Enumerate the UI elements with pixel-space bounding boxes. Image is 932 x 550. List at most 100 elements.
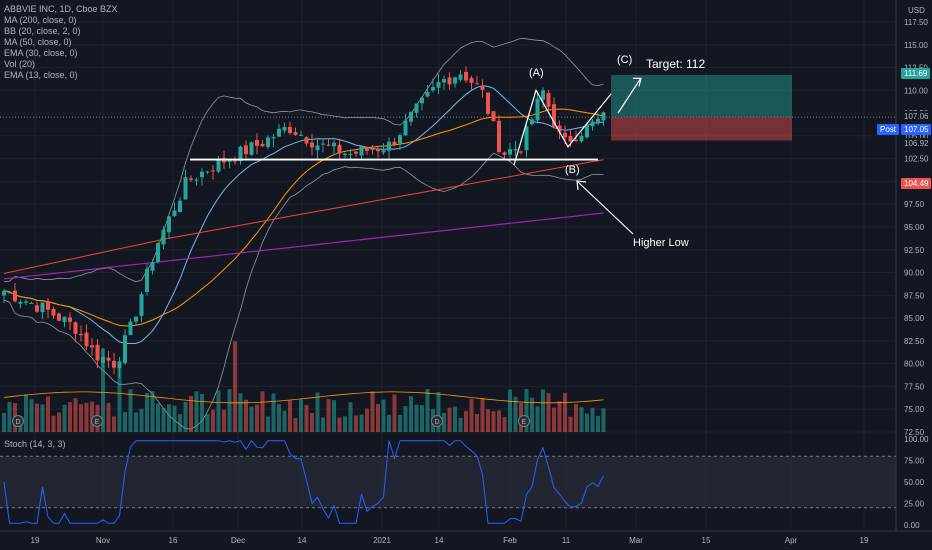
candle-body xyxy=(321,143,325,145)
volume-bar xyxy=(227,389,232,432)
stop-price-tag: 104.49 xyxy=(901,178,932,189)
candle-body xyxy=(68,317,72,322)
candle-body xyxy=(370,149,375,151)
volume-bar xyxy=(398,414,402,432)
candle-body xyxy=(469,78,474,83)
candle-body xyxy=(189,178,193,180)
candle-body xyxy=(238,146,243,162)
candle-body xyxy=(90,345,94,348)
candle-body xyxy=(497,120,501,153)
candle-body xyxy=(271,137,276,139)
wave-c-label[interactable]: (C) xyxy=(617,54,633,66)
time-tick-label: Nov xyxy=(96,536,110,545)
candle-body xyxy=(574,140,578,142)
price-tick-label: 92.50 xyxy=(904,246,925,255)
candle-body xyxy=(18,301,23,304)
candle-body xyxy=(409,111,413,122)
higher-low-label[interactable]: Higher Low xyxy=(633,237,689,249)
candle-body xyxy=(255,140,259,146)
ma50-line xyxy=(3,159,604,274)
wave-a-label[interactable]: (A) xyxy=(529,67,544,79)
candle-body xyxy=(139,294,144,316)
wave-b-label[interactable]: (B) xyxy=(565,164,580,176)
candle-body xyxy=(530,119,534,125)
candle-body xyxy=(354,151,358,154)
candle-body xyxy=(568,135,573,142)
event-marker-label: D xyxy=(15,419,20,426)
candle-body xyxy=(13,290,17,302)
candle-body xyxy=(447,77,452,85)
volume-bar xyxy=(2,412,6,432)
event-marker xyxy=(91,415,103,427)
indicator-ema30[interactable]: EMA (30, close, 0) xyxy=(4,48,78,58)
price-tick-label: 72.50 xyxy=(904,428,925,437)
volume-bar xyxy=(601,408,606,432)
candle-body xyxy=(579,135,584,142)
candle-body xyxy=(431,87,435,91)
volume-bar xyxy=(376,404,380,432)
candle-body xyxy=(249,142,254,155)
volume-bar xyxy=(387,414,391,432)
candle-body xyxy=(123,335,127,364)
volume-bar xyxy=(161,408,166,432)
volume-bar xyxy=(282,410,287,432)
volume-bar xyxy=(563,392,567,432)
volume-bar xyxy=(337,417,342,432)
higher-low-arrow xyxy=(577,181,634,235)
volume-bar xyxy=(486,409,490,432)
volume-bar xyxy=(414,404,419,432)
price-tick-label: 87.50 xyxy=(904,291,925,300)
candle-body xyxy=(2,290,6,296)
volume-bar xyxy=(530,397,534,432)
price-tick-label: 105.00 xyxy=(904,132,929,141)
target-label[interactable]: Target: 112 xyxy=(646,57,706,71)
post-market-label: Post xyxy=(877,124,900,135)
indicator-vol[interactable]: Vol (20) xyxy=(4,59,36,69)
time-tick-label: Mar xyxy=(629,536,643,545)
time-tick-label: Dec xyxy=(231,536,245,545)
stoch-tick-label: 75.00 xyxy=(904,457,925,466)
candle-body xyxy=(453,77,457,84)
stoch-line xyxy=(3,439,604,524)
candle-body xyxy=(458,74,463,80)
candle-body xyxy=(414,103,419,113)
price-tick-label: 80.00 xyxy=(904,360,925,369)
candle-body xyxy=(128,321,133,336)
volume-bar xyxy=(29,399,34,432)
time-tick-label: 14 xyxy=(435,536,444,545)
post-price-tag: 107.05 xyxy=(901,124,932,135)
indicator-ma50[interactable]: MA (50, close, 0) xyxy=(4,37,72,47)
candle-body xyxy=(480,86,485,90)
volume-bar xyxy=(233,341,237,432)
time-tick-label: Feb xyxy=(503,536,517,545)
indicator-ema13[interactable]: EMA (13, close, 0) xyxy=(4,70,78,80)
indicator-ma200[interactable]: MA (200, close, 0) xyxy=(4,15,77,25)
candle-body xyxy=(73,322,78,334)
price-tick-label: 95.00 xyxy=(904,223,925,232)
volume-bar xyxy=(24,394,28,432)
volume-bar xyxy=(189,396,193,432)
volume-bar xyxy=(150,391,155,432)
candle-body xyxy=(156,243,160,263)
indicator-bb[interactable]: BB (20, close, 2, 0) xyxy=(4,26,81,36)
volume-bar xyxy=(293,417,298,432)
stoch-legend[interactable]: Stoch (14, 3, 3) xyxy=(4,439,66,449)
candle-body xyxy=(24,301,28,303)
candle-body xyxy=(398,135,402,144)
volume-bar xyxy=(84,403,89,432)
candle-body xyxy=(541,90,545,100)
currency-label: USD xyxy=(908,6,925,15)
volume-bar xyxy=(205,413,210,432)
symbol-line[interactable]: ABBVIE INC, 1D, Cboe BZX xyxy=(4,4,118,14)
volume-bar xyxy=(304,405,309,432)
candle-body xyxy=(29,303,34,305)
candle-body xyxy=(332,142,336,147)
candle-body xyxy=(57,313,61,321)
candle-body xyxy=(442,79,446,83)
candle-body xyxy=(513,148,518,151)
candle-body xyxy=(150,262,155,271)
candle-body xyxy=(79,333,83,336)
price-tick-label: 102.50 xyxy=(904,155,929,164)
